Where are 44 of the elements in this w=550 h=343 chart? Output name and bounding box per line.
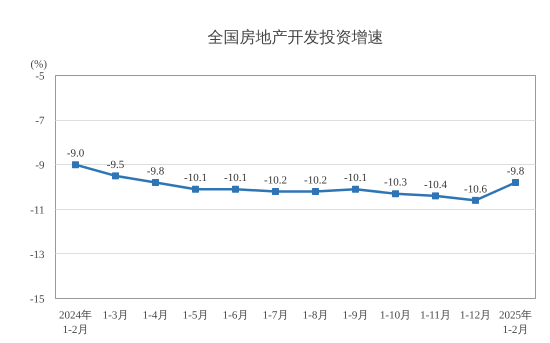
point	[272, 188, 279, 195]
data-label: -10.6	[464, 183, 488, 196]
y-tick-label: -11	[30, 204, 45, 216]
data-label: -10.4	[424, 178, 448, 191]
y-tick-label: -7	[35, 115, 45, 128]
point	[72, 161, 79, 168]
y-tick-label: -15	[30, 294, 45, 306]
x-tick-label: 1-6月	[222, 310, 248, 322]
x-tick-label: 1-12月	[460, 310, 492, 322]
y-tick-label: -9	[35, 160, 45, 172]
x-tick-label: 1-4月	[142, 310, 168, 322]
point	[472, 196, 479, 204]
data-label: -9.8	[506, 166, 525, 178]
x-tick-label: 1-5月	[182, 310, 208, 322]
data-label: -10.1	[224, 172, 247, 184]
point	[312, 188, 319, 195]
data-label: -10.3	[384, 176, 408, 189]
point	[512, 179, 519, 186]
data-label: -10.2	[264, 174, 287, 186]
y-axis-title: (%)	[30, 58, 48, 70]
data-label: -9.0	[66, 148, 85, 160]
point	[192, 186, 199, 193]
data-label: -10.1	[184, 172, 207, 184]
point	[352, 186, 359, 193]
y-tick-label: -5	[35, 70, 45, 82]
x-tick-label: 1-9月	[342, 310, 368, 322]
x-tick-label: 2025年 1-2月	[499, 310, 532, 336]
point	[152, 179, 159, 186]
point	[112, 172, 119, 180]
data-label: -10.1	[344, 172, 367, 184]
data-label: -9.8	[146, 166, 165, 178]
point	[232, 186, 239, 193]
point	[392, 190, 399, 198]
x-tick-label: 1-3月	[102, 310, 128, 322]
x-tick-label: 1-10月	[380, 310, 412, 322]
x-tick-label: 2024年 1-2月	[59, 310, 92, 336]
chart-title: 全国房地产开发投资增速	[208, 28, 384, 46]
x-tick-label: 1-8月	[302, 310, 328, 322]
y-tick-label: -13	[30, 248, 45, 261]
data-label: -9.5	[106, 158, 125, 171]
x-tick-label: 1-11月	[420, 310, 451, 322]
point	[432, 192, 439, 200]
data-label: -10.2	[304, 174, 327, 186]
x-tick-label: 1-7月	[262, 310, 288, 322]
